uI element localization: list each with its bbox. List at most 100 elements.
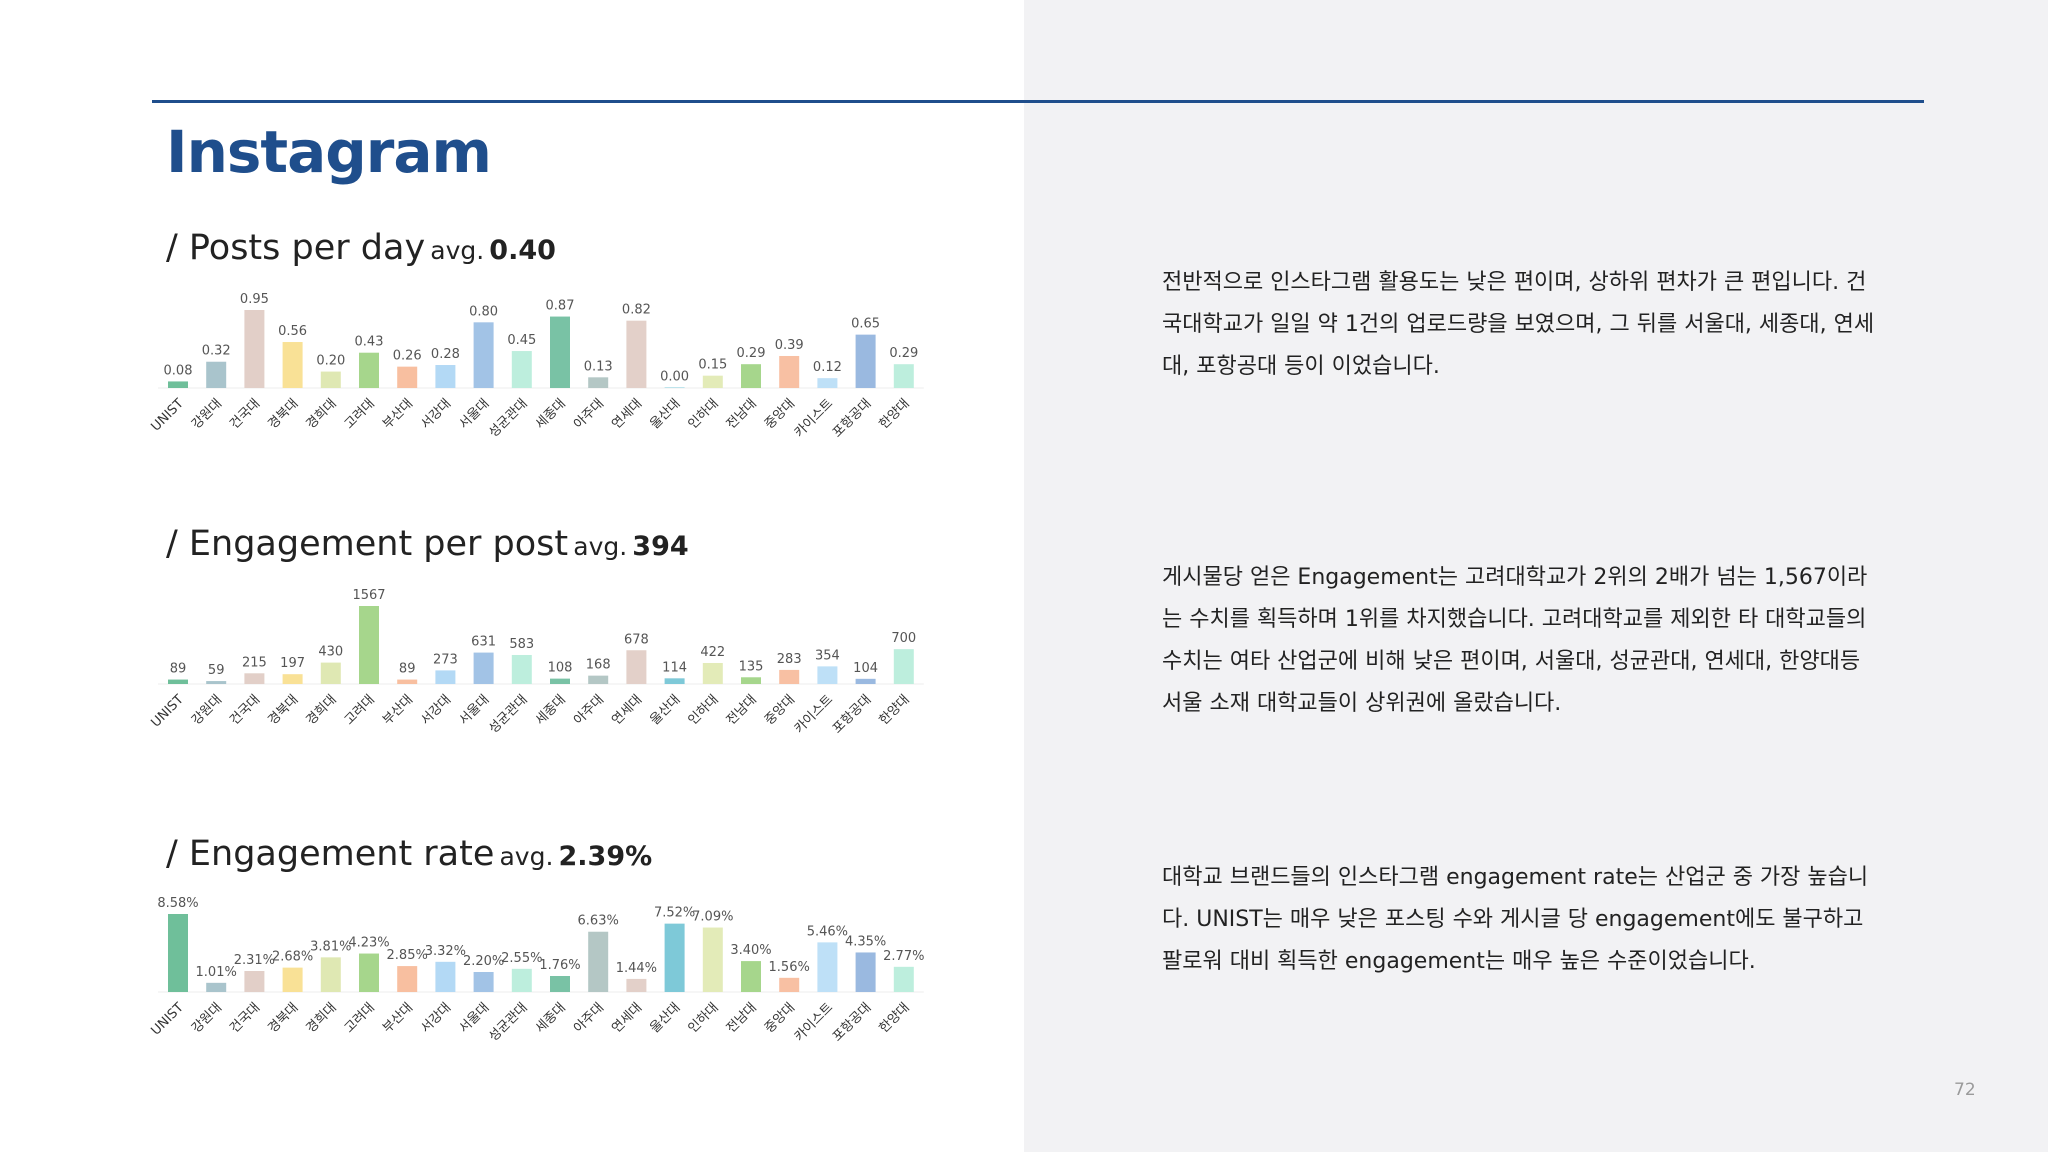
avg-value: 394 [632, 531, 689, 562]
bar-울산대 [664, 678, 685, 684]
category-label: 포항공대 [830, 1000, 874, 1044]
bar-세종대 [550, 316, 570, 388]
bar-중앙대 [779, 977, 800, 992]
bar-서강대 [435, 365, 456, 388]
value-label: 3.81% [310, 939, 351, 954]
heading-text: / Engagement per post [166, 524, 569, 564]
engagement-per-post-chart: 89 UNIST 59 강원대 215 건국대 197 경북대 430 경희대 1567 고려대 89 부… [148, 588, 924, 737]
category-label: 인하대 [686, 396, 722, 432]
value-label: 0.28 [431, 347, 460, 362]
value-label: 422 [700, 645, 725, 660]
bar-부산대 [397, 366, 418, 388]
bar-서강대 [435, 670, 456, 684]
value-label: 0.80 [469, 304, 498, 319]
category-label: 서울대 [456, 1000, 492, 1036]
value-label: 59 [208, 663, 225, 678]
value-label: 215 [242, 655, 267, 670]
value-label: 354 [815, 648, 840, 663]
category-label: 세종대 [533, 1000, 569, 1036]
category-label: 강원대 [189, 1000, 225, 1036]
value-label: 0.82 [622, 303, 651, 318]
category-label: 카이스트 [792, 692, 836, 736]
category-label: 중앙대 [762, 692, 798, 728]
category-label: 한양대 [877, 1000, 913, 1036]
bar-서울대 [473, 322, 494, 388]
engagement-rate-description: 대학교 브랜드들의 인스타그램 engagement rate는 산업군 중 가… [1162, 865, 1869, 974]
category-label: 울산대 [647, 692, 683, 728]
bar-부산대 [397, 966, 418, 992]
value-label: 89 [399, 662, 416, 677]
category-label: 강원대 [189, 692, 225, 728]
category-label: 인하대 [686, 692, 722, 728]
bar-연세대 [626, 978, 647, 992]
bar-인하대 [702, 662, 723, 684]
category-label: 서강대 [418, 396, 454, 432]
category-label: 서강대 [418, 692, 454, 728]
bar-UNIST [168, 914, 188, 992]
category-label: 전남대 [724, 692, 760, 728]
value-label: 0.43 [355, 335, 384, 350]
category-label: 포항공대 [830, 396, 874, 440]
bar-인하대 [702, 375, 723, 388]
bar-고려대 [359, 352, 379, 388]
avg-value: 0.40 [489, 235, 556, 266]
value-label: 89 [170, 662, 187, 677]
value-label: 3.32% [425, 944, 466, 959]
bar-경북대 [282, 342, 303, 388]
value-label: 4.35% [845, 934, 886, 949]
value-label: 0.13 [584, 359, 613, 374]
value-label: 0.87 [546, 299, 575, 314]
bar-부산대 [397, 679, 418, 684]
category-label: 성균관대 [486, 396, 530, 440]
value-label: 0.29 [737, 346, 766, 361]
bar-중앙대 [779, 355, 800, 388]
category-label: 전남대 [724, 1000, 760, 1036]
value-label: 0.45 [507, 333, 536, 348]
value-label: 0.32 [202, 344, 231, 359]
value-label: 104 [853, 661, 878, 676]
category-label: 서울대 [456, 692, 492, 728]
engagement-per-post-description: 게시물당 얻은 Engagement는 고려대학교가 2위의 2배가 넘는 1,… [1162, 565, 1868, 716]
value-label: 7.52% [654, 906, 695, 921]
value-label: 2.85% [387, 948, 428, 963]
bar-경북대 [282, 674, 303, 684]
value-label: 5.46% [807, 924, 848, 939]
posts-per-day-chart: 0.08 UNIST 0.32 강원대 0.95 건국대 0.56 경북대 0.20 경희대 0.4… [148, 292, 924, 441]
value-label: 700 [891, 631, 916, 646]
category-label: 한양대 [877, 692, 913, 728]
value-label: 197 [280, 656, 305, 671]
category-label: 카이스트 [792, 396, 836, 440]
bar-건국대 [244, 673, 265, 684]
category-label: 경희대 [304, 692, 340, 728]
bar-고려대 [359, 606, 379, 684]
bar-포항공대 [855, 678, 876, 684]
category-label: UNIST [148, 692, 186, 730]
category-label: 경희대 [304, 1000, 340, 1036]
value-label: 0.29 [889, 346, 918, 361]
value-label: 4.23% [348, 936, 389, 951]
bar-한양대 [893, 364, 914, 388]
category-label: 아주대 [571, 396, 607, 432]
category-label: 고려대 [342, 396, 378, 432]
category-label: 성균관대 [486, 692, 530, 736]
bar-서강대 [435, 961, 456, 992]
value-label: 583 [509, 637, 534, 652]
bar-연세대 [626, 650, 647, 684]
bar-성균관대 [511, 654, 532, 684]
page-title: Instagram [166, 118, 492, 186]
category-label: 세종대 [533, 692, 569, 728]
category-label: 경북대 [265, 692, 301, 728]
engagement-per-post-heading: / Engagement per post avg. 394 [166, 524, 689, 564]
heading-text: / Engagement rate [166, 834, 495, 874]
value-label: 430 [318, 645, 343, 660]
bar-전남대 [741, 961, 761, 992]
value-label: 0.65 [851, 317, 880, 332]
bar-세종대 [550, 678, 570, 684]
category-label: 서강대 [418, 1000, 454, 1036]
bar-경희대 [320, 957, 341, 992]
value-label: 1.76% [539, 958, 580, 973]
category-label: 고려대 [342, 1000, 378, 1036]
bar-카이스트 [817, 378, 838, 388]
avg-label: avg. [573, 532, 628, 561]
value-label: 1.01% [196, 965, 237, 980]
